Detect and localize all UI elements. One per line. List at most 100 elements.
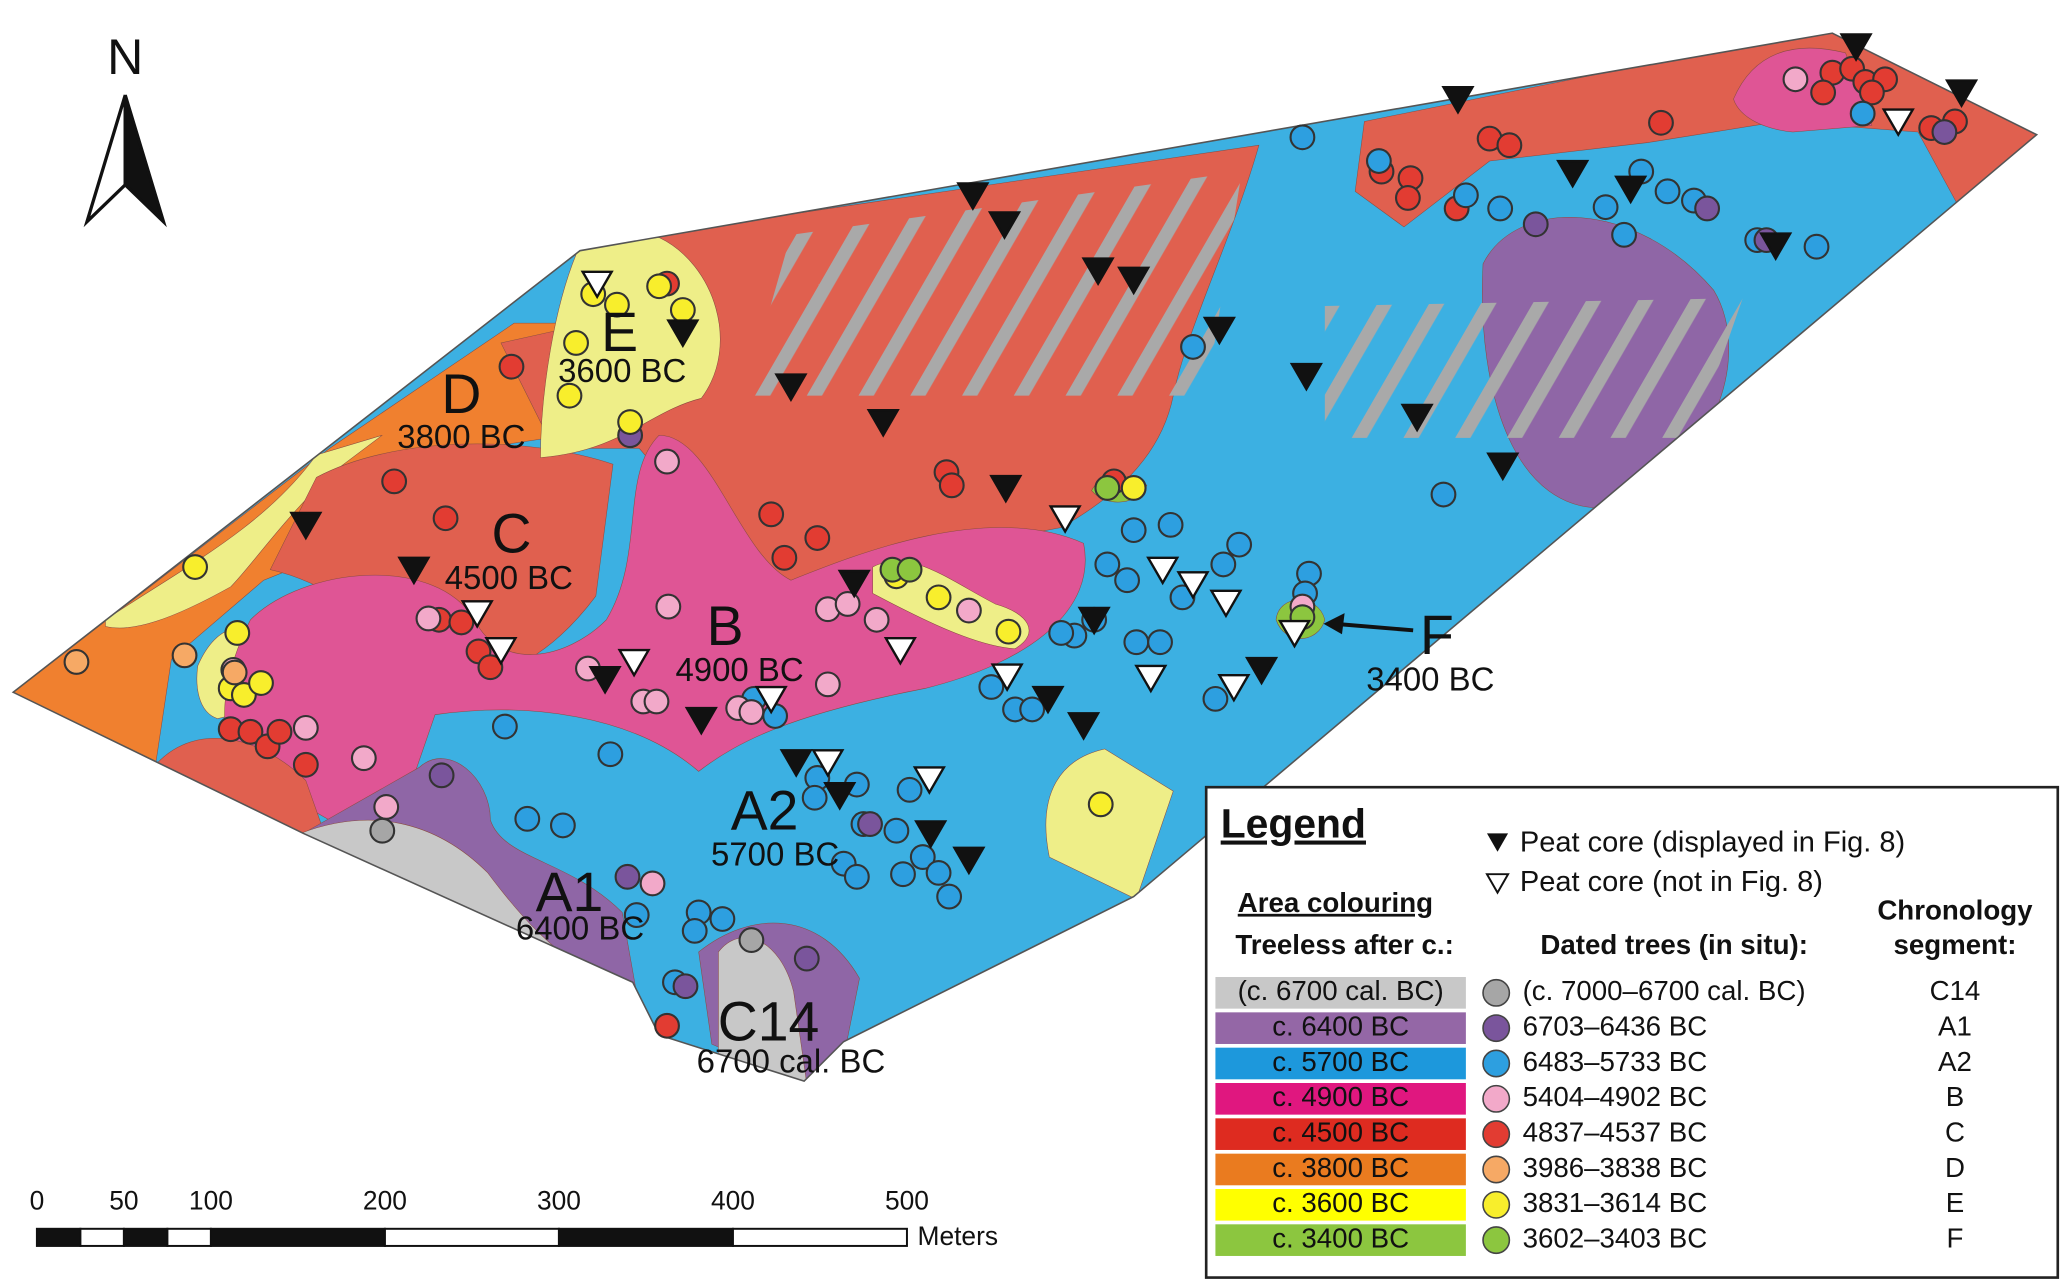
- peat-core: [1244, 656, 1279, 686]
- peat-core: [956, 182, 990, 211]
- site-outline: [11, 32, 2039, 1083]
- peat-core-open: [912, 766, 946, 795]
- tree-dot: [738, 927, 765, 954]
- tree-dot: [1202, 685, 1229, 712]
- tree-dot: [655, 593, 682, 620]
- peat-core: [1614, 175, 1648, 205]
- scale-segment: [79, 1227, 125, 1247]
- peat-core: [684, 706, 718, 736]
- tree-dot: [1094, 551, 1121, 578]
- peat-core: [779, 749, 813, 778]
- zone-area: [1045, 748, 1174, 900]
- legend-trees-label: 3831–3614 BC: [1523, 1187, 1708, 1218]
- tree-dot: [995, 618, 1022, 645]
- tree-dot: [909, 844, 936, 870]
- peat-core: [1031, 685, 1065, 715]
- legend-segment: A2: [1938, 1046, 1972, 1077]
- peat-core: [1289, 362, 1323, 392]
- peat-core: [1839, 33, 1873, 62]
- tree-dot: [182, 554, 209, 580]
- tree-dot: [762, 703, 789, 729]
- scale-segment: [557, 1227, 734, 1247]
- zone-name: F: [1420, 604, 1454, 666]
- tree-dot: [292, 714, 319, 741]
- tree-dot: [1120, 475, 1147, 501]
- scale-tick-label: 0: [30, 1185, 45, 1215]
- zone-date: 3800 BC: [397, 418, 525, 455]
- peat-core: [1944, 79, 1979, 109]
- scale-segment: [35, 1227, 82, 1247]
- tree-dot: [221, 659, 248, 686]
- legend-area-heading: Area colouring: [1238, 887, 1433, 918]
- tree-dot: [63, 649, 90, 675]
- legend-dot: [1482, 1120, 1511, 1149]
- pointer-arrow: [1333, 621, 1414, 633]
- tree-dot: [432, 505, 459, 532]
- legend-segment: E: [1946, 1187, 1964, 1218]
- legend-area-label: c. 3600 BC: [1272, 1187, 1409, 1218]
- legend-trees-label: 6483–5733 BC: [1523, 1046, 1708, 1077]
- peat-core-symbol: [1486, 833, 1509, 852]
- legend-treeless-heading: Treeless after c.:: [1235, 929, 1453, 960]
- tree-dot: [369, 817, 396, 844]
- tree-dot: [1430, 481, 1457, 508]
- legend-peat-displayed: Peat core (displayed in Fig. 8): [1520, 827, 1905, 859]
- tree-dot: [1648, 109, 1674, 136]
- tree-dot: [1210, 551, 1237, 578]
- tree-dot: [1226, 531, 1253, 558]
- tree-dot: [1094, 475, 1121, 501]
- legend-area-label: c. 3400 BC: [1272, 1222, 1409, 1253]
- peat-core: [989, 474, 1023, 504]
- peat-core-open: [883, 637, 917, 666]
- zone-date: 4500 BC: [445, 559, 573, 596]
- tree-dot: [978, 674, 1005, 700]
- legend-segment: B: [1946, 1081, 1964, 1112]
- peat-core: [1117, 266, 1151, 296]
- legend-trees-label: 3986–3838 BC: [1523, 1152, 1708, 1183]
- tree-dot: [563, 330, 589, 356]
- peat-core: [952, 846, 986, 876]
- scale-tick-label: 500: [885, 1185, 929, 1215]
- legend-rows: (c. 6700 cal. BC) (c. 7000–6700 cal. BC) C…: [1215, 975, 1980, 1256]
- legend-area-label: c. 3800 BC: [1272, 1152, 1409, 1183]
- peat-core: [1400, 403, 1434, 433]
- tree-dot: [925, 859, 952, 886]
- tree-dot: [896, 556, 923, 583]
- zone-date: 4900 BC: [675, 651, 803, 688]
- legend-segment-heading: Chronology: [1877, 895, 2033, 926]
- tree-dot: [266, 718, 293, 745]
- legend-segment: F: [1946, 1222, 1963, 1253]
- scale-segment: [122, 1227, 169, 1247]
- tree-dot: [1611, 221, 1637, 248]
- peat-core-open-symbol: [1485, 873, 1510, 895]
- legend-swatch: [1215, 1083, 1466, 1115]
- north-label: N: [107, 29, 143, 85]
- scale-segment: [166, 1227, 212, 1247]
- zone-name: C: [491, 503, 531, 565]
- scale-bar: 0 50 100 200 300 400 500 Meters: [30, 1185, 998, 1251]
- zone-date: 6700 cal. BC: [697, 1043, 886, 1080]
- tree-dot: [448, 609, 475, 636]
- tree-dot: [883, 817, 910, 844]
- legend-swatch: [1215, 977, 1466, 1009]
- peat-core-open: [1146, 556, 1180, 586]
- legend-area-label: c. 4500 BC: [1272, 1116, 1409, 1147]
- tree-dot: [1147, 629, 1173, 656]
- tree-dot: [1289, 124, 1316, 151]
- tree-dot: [381, 468, 408, 495]
- peat-core: [866, 408, 900, 438]
- legend-area-label: c. 4900 BC: [1272, 1081, 1409, 1112]
- north-arrow-left: [83, 94, 127, 228]
- legend-segment-heading: segment:: [1893, 929, 2016, 960]
- tree-dot: [224, 620, 251, 646]
- legend-swatch: [1215, 1224, 1466, 1256]
- peat-core-open: [580, 270, 614, 300]
- peat-core-open: [811, 749, 845, 778]
- tree-dot: [955, 597, 982, 624]
- scale-unit: Meters: [917, 1221, 998, 1251]
- tree-dot: [646, 273, 673, 300]
- peat-core-open: [990, 663, 1024, 693]
- peat-core-open: [460, 600, 494, 629]
- peat-core: [837, 569, 871, 599]
